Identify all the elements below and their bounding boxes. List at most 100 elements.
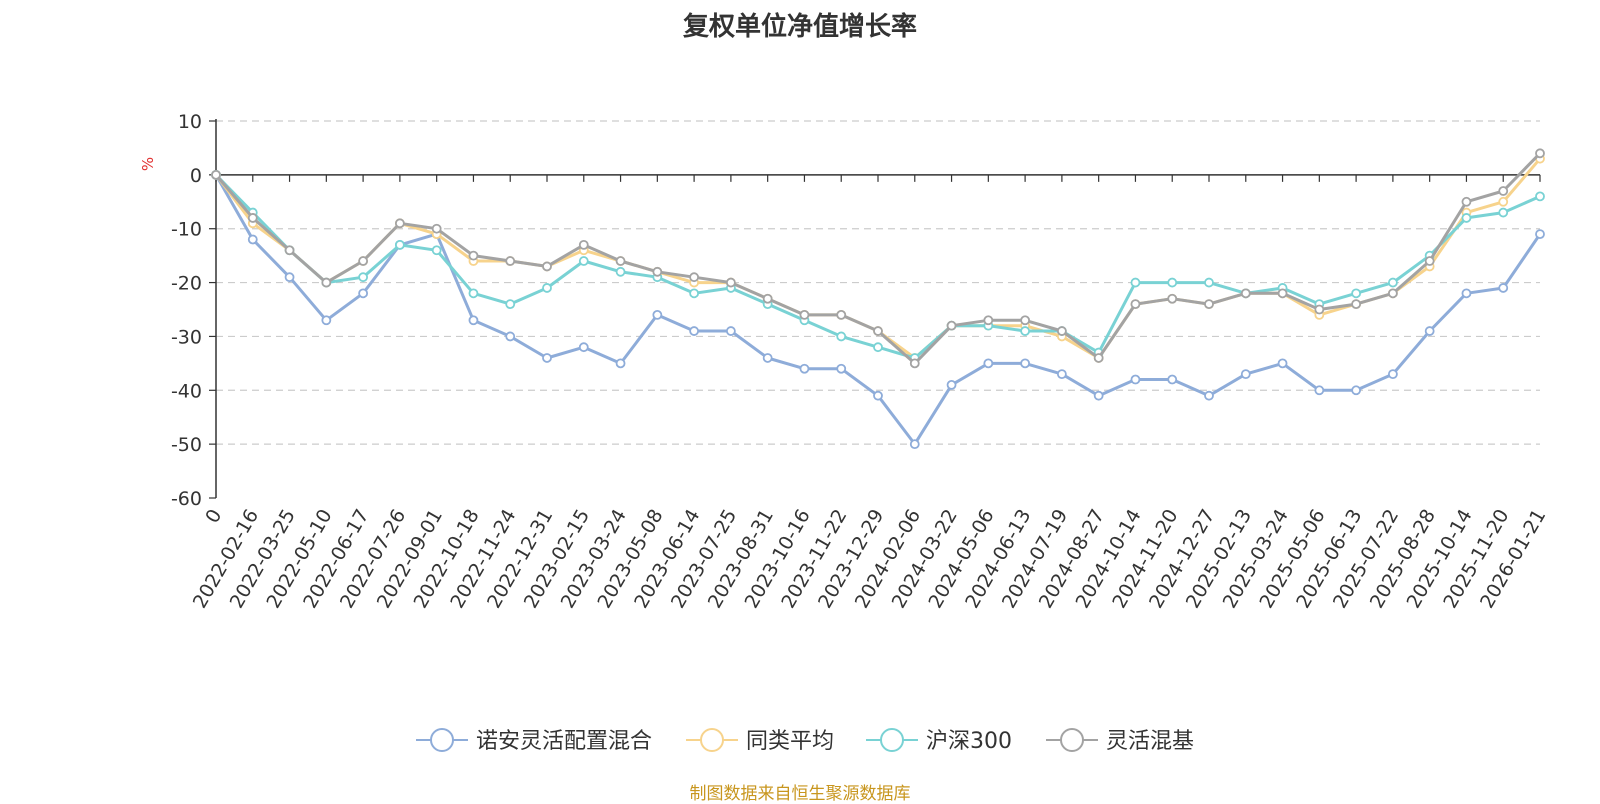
data-point xyxy=(1461,213,1472,223)
data-point xyxy=(542,353,552,363)
data-point xyxy=(1130,374,1141,385)
data-point xyxy=(1498,207,1509,218)
data-point xyxy=(1387,277,1398,288)
data-point xyxy=(1351,288,1362,299)
data-point xyxy=(946,379,957,390)
data-point xyxy=(1167,374,1178,385)
legend-item[interactable]: 灵活混基 xyxy=(1046,728,1194,754)
chart-title: 复权单位净值增长率 xyxy=(682,12,917,42)
axes: 100-10-20-30-40-50-6002022-02-162022-03-… xyxy=(171,111,1550,612)
y-tick-label: -40 xyxy=(171,380,202,402)
data-point xyxy=(211,169,221,180)
data-point xyxy=(358,288,369,299)
data-point xyxy=(1240,369,1251,380)
data-point xyxy=(689,326,700,336)
data-point xyxy=(836,331,847,342)
data-point xyxy=(247,213,258,223)
data-point xyxy=(1351,299,1362,310)
legend-label: 灵活混基 xyxy=(1106,729,1194,754)
data-point xyxy=(689,272,700,283)
y-tick-label: -30 xyxy=(171,326,202,348)
legend-item[interactable]: 诺安灵活配置混合 xyxy=(416,728,652,754)
data-point xyxy=(946,320,957,331)
series-lines xyxy=(211,148,1545,450)
data-point xyxy=(284,272,295,283)
series-0 xyxy=(211,169,1545,450)
data-point xyxy=(247,234,258,245)
data-point xyxy=(762,353,773,363)
data-point xyxy=(689,288,700,299)
data-point xyxy=(652,309,663,320)
data-point xyxy=(873,390,883,401)
data-point xyxy=(1424,256,1435,266)
data-point xyxy=(1461,196,1472,207)
data-point xyxy=(1167,277,1178,288)
data-point xyxy=(542,283,552,293)
data-point xyxy=(468,288,479,299)
data-point xyxy=(1535,148,1545,159)
y-tick-label: -50 xyxy=(171,434,202,456)
data-point xyxy=(1204,390,1214,401)
x-tick-label: 0 xyxy=(201,506,226,527)
legend-item[interactable]: 沪深300 xyxy=(866,728,1012,754)
data-point xyxy=(762,293,773,304)
series-3 xyxy=(211,148,1545,369)
data-point xyxy=(1204,299,1214,310)
data-point xyxy=(1535,191,1545,202)
data-point xyxy=(799,309,810,320)
data-point xyxy=(1020,358,1031,369)
y-axis-unit-label: % xyxy=(139,157,157,171)
data-point xyxy=(836,309,847,320)
legend-item[interactable]: 同类平均 xyxy=(686,728,834,754)
y-tick-label: -20 xyxy=(171,273,202,295)
data-point xyxy=(1277,288,1288,299)
data-point xyxy=(873,326,883,336)
data-point xyxy=(1387,288,1398,299)
legend-label: 同类平均 xyxy=(746,729,834,754)
data-point xyxy=(873,342,883,353)
data-point xyxy=(836,363,847,374)
y-tick-label: -10 xyxy=(171,219,202,241)
data-point xyxy=(1130,277,1141,288)
data-point xyxy=(652,266,663,277)
data-point xyxy=(1056,326,1067,336)
legend-label: 诺安灵活配置混合 xyxy=(476,729,652,754)
data-point xyxy=(1167,293,1178,304)
data-point xyxy=(542,261,552,272)
data-point xyxy=(1461,288,1472,299)
data-point xyxy=(358,256,369,266)
data-point xyxy=(1498,196,1509,207)
data-point xyxy=(468,250,479,261)
legend[interactable]: 诺安灵活配置混合 同类平均 沪深300 灵活混基 xyxy=(416,728,1194,754)
data-point xyxy=(909,358,920,369)
data-point xyxy=(725,277,736,288)
y-tick-label: 0 xyxy=(190,165,202,187)
data-point xyxy=(1240,288,1251,299)
data-point xyxy=(284,245,295,256)
data-point xyxy=(1020,315,1031,326)
data-point xyxy=(615,358,626,369)
data-point xyxy=(1498,283,1509,293)
data-point xyxy=(578,256,589,266)
data-point xyxy=(1314,304,1325,315)
data-point xyxy=(1314,385,1325,396)
data-point xyxy=(431,223,442,234)
series-2 xyxy=(211,169,1545,363)
data-point xyxy=(1424,326,1435,336)
data-point xyxy=(1277,358,1288,369)
legend-marker xyxy=(700,728,724,752)
data-point xyxy=(1387,369,1398,380)
data-point xyxy=(1056,369,1067,380)
data-point xyxy=(358,272,369,283)
data-point xyxy=(615,266,626,277)
y-tick-label: 10 xyxy=(178,111,202,133)
data-point xyxy=(1130,299,1141,310)
legend-marker xyxy=(430,728,454,752)
y-tick-label: -60 xyxy=(171,488,202,510)
data-point xyxy=(983,315,994,326)
data-point xyxy=(615,256,626,266)
data-point xyxy=(431,245,442,256)
data-point xyxy=(1093,390,1104,401)
data-point xyxy=(468,315,479,326)
